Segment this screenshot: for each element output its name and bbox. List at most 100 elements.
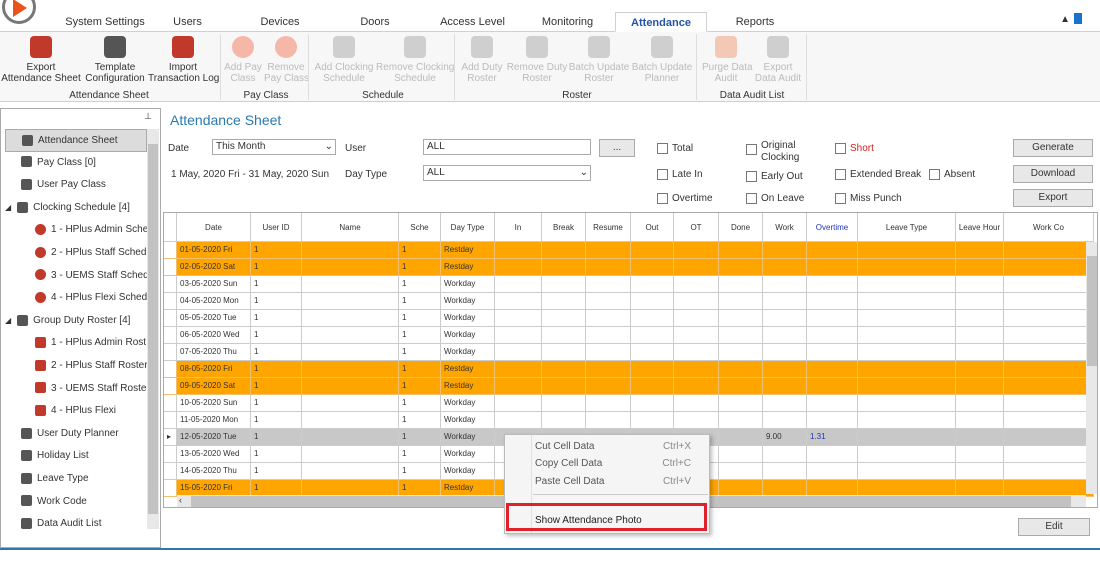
cell-work-co[interactable]: [1004, 310, 1094, 327]
row-indicator[interactable]: [164, 361, 177, 378]
cell-ot[interactable]: [674, 395, 719, 412]
cell-done[interactable]: [719, 293, 763, 310]
column-header-resume[interactable]: Resume: [586, 213, 631, 242]
column-header-date[interactable]: Date: [177, 213, 251, 242]
cell-day-type[interactable]: Workday: [441, 429, 495, 446]
cell-ot[interactable]: [674, 327, 719, 344]
cell-in[interactable]: [495, 412, 542, 429]
cell-sche[interactable]: 1: [399, 293, 441, 310]
ribbon-button-batch-update-planner[interactable]: Batch Update Planner: [630, 34, 694, 84]
row-indicator[interactable]: [164, 446, 177, 463]
cell-work[interactable]: [763, 242, 807, 259]
cell-ot[interactable]: [674, 378, 719, 395]
cell-work-co[interactable]: [1004, 378, 1094, 395]
ribbon-button-export-data-audit[interactable]: Export Data Audit: [750, 34, 806, 84]
collapse-icon[interactable]: ◢: [5, 315, 12, 325]
cell-work-co[interactable]: [1004, 446, 1094, 463]
table-row[interactable]: 05-05-2020 Tue 1 1 Workday: [164, 310, 1097, 327]
cell-user-id[interactable]: 1: [251, 361, 302, 378]
cell-work[interactable]: [763, 327, 807, 344]
pin-icon[interactable]: ⊥: [144, 111, 152, 121]
ribbon-button-purge-data-audit[interactable]: Purge Data Audit: [702, 34, 753, 84]
cell-day-type[interactable]: Restday: [441, 361, 495, 378]
cell-name[interactable]: [302, 463, 399, 480]
ribbon-button-add-clocking-schedule[interactable]: Add Clocking Schedule: [312, 34, 376, 84]
scroll-left-icon[interactable]: ‹: [179, 495, 182, 505]
cell-out[interactable]: [631, 242, 674, 259]
cell-user-id[interactable]: 1: [251, 463, 302, 480]
ribbon-button-add-pay-class[interactable]: Add Pay Class: [222, 34, 264, 84]
row-indicator[interactable]: [164, 412, 177, 429]
cell-out[interactable]: [631, 378, 674, 395]
cell-name[interactable]: [302, 310, 399, 327]
vertical-scrollbar[interactable]: [1086, 242, 1097, 494]
user-input[interactable]: ALL: [423, 139, 591, 155]
column-header-overtime[interactable]: Overtime: [807, 213, 858, 242]
cell-leave-hour[interactable]: [956, 242, 1004, 259]
cell-date[interactable]: 07-05-2020 Thu: [177, 344, 251, 361]
row-indicator[interactable]: [164, 378, 177, 395]
cell-overtime[interactable]: [807, 446, 858, 463]
cell-break[interactable]: [542, 293, 586, 310]
cell-in[interactable]: [495, 344, 542, 361]
tab-devices[interactable]: Devices: [260, 16, 300, 28]
cell-in[interactable]: [495, 361, 542, 378]
ribbon-button-remove-pay-class[interactable]: Remove Pay Class: [264, 34, 309, 84]
original-clocking-checkbox[interactable]: Original Clocking: [746, 140, 816, 164]
cell-work-co[interactable]: [1004, 259, 1094, 276]
cell-overtime[interactable]: [807, 395, 858, 412]
cell-user-id[interactable]: 1: [251, 446, 302, 463]
table-row[interactable]: 06-05-2020 Wed 1 1 Workday: [164, 327, 1097, 344]
menu-item-show-attendance-photo[interactable]: Show Attendance Photo: [535, 515, 642, 526]
cell-in[interactable]: [495, 293, 542, 310]
cell-ot[interactable]: [674, 412, 719, 429]
cell-day-type[interactable]: Workday: [441, 463, 495, 480]
cell-leave-hour[interactable]: [956, 344, 1004, 361]
cell-ot[interactable]: [674, 361, 719, 378]
table-row[interactable]: 01-05-2020 Fri 1 1 Restday: [164, 242, 1097, 259]
miss-punch-checkbox[interactable]: Miss Punch: [835, 193, 902, 204]
day-type-select[interactable]: ALL ⌄: [423, 165, 591, 181]
cell-leave-hour[interactable]: [956, 412, 1004, 429]
tree-item-clocking-schedule-4-[interactable]: ◢ Clocking Schedule [4]: [5, 197, 147, 220]
cell-break[interactable]: [542, 310, 586, 327]
tree-item-user-pay-class[interactable]: User Pay Class: [5, 174, 147, 197]
cell-ot[interactable]: [674, 344, 719, 361]
cell-break[interactable]: [542, 395, 586, 412]
collapse-ribbon-icon[interactable]: ▲: [1060, 14, 1070, 25]
cell-sche[interactable]: 1: [399, 395, 441, 412]
tree-item-3-uems-staff-sched[interactable]: 3 - UEMS Staff Sched: [5, 265, 147, 288]
cell-overtime[interactable]: 1.31: [807, 429, 858, 446]
cell-break[interactable]: [542, 361, 586, 378]
cell-overtime[interactable]: [807, 293, 858, 310]
column-header-sche[interactable]: Sche: [399, 213, 441, 242]
cell-done[interactable]: [719, 412, 763, 429]
cell-day-type[interactable]: Workday: [441, 310, 495, 327]
cell-leave-hour[interactable]: [956, 293, 1004, 310]
cell-break[interactable]: [542, 378, 586, 395]
cell-leave-type[interactable]: [858, 378, 956, 395]
column-header-done[interactable]: Done: [719, 213, 763, 242]
cell-overtime[interactable]: [807, 242, 858, 259]
absent-checkbox[interactable]: Absent: [929, 169, 975, 180]
cell-done[interactable]: [719, 378, 763, 395]
cell-work[interactable]: [763, 344, 807, 361]
tree-item-attendance-sheet[interactable]: Attendance Sheet: [5, 129, 147, 152]
cell-resume[interactable]: [586, 412, 631, 429]
column-header-break[interactable]: Break: [542, 213, 586, 242]
cell-user-id[interactable]: 1: [251, 429, 302, 446]
cell-leave-type[interactable]: [858, 242, 956, 259]
cell-resume[interactable]: [586, 327, 631, 344]
cell-name[interactable]: [302, 327, 399, 344]
short-checkbox[interactable]: Short: [835, 143, 874, 154]
cell-resume[interactable]: [586, 242, 631, 259]
cell-date[interactable]: 06-05-2020 Wed: [177, 327, 251, 344]
ribbon-button-import-transaction-log[interactable]: Import Transaction Log: [148, 34, 219, 84]
ribbon-button-remove-duty-roster[interactable]: Remove Duty Roster: [506, 34, 568, 84]
cell-date[interactable]: 09-05-2020 Sat: [177, 378, 251, 395]
cell-date[interactable]: 02-05-2020 Sat: [177, 259, 251, 276]
cell-leave-type[interactable]: [858, 412, 956, 429]
ribbon-button-add-duty-roster[interactable]: Add Duty Roster: [458, 34, 506, 84]
cell-leave-hour[interactable]: [956, 276, 1004, 293]
cell-leave-hour[interactable]: [956, 463, 1004, 480]
